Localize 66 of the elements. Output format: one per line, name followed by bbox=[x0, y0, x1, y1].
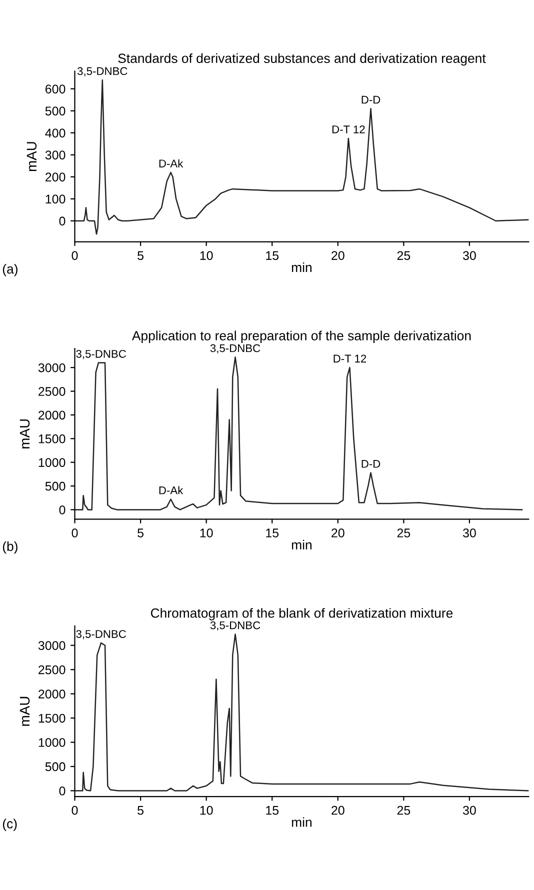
y-tick-label: 0 bbox=[59, 216, 66, 226]
annotation: 3,5-DNBC bbox=[210, 621, 260, 631]
y-tick-label: 100 bbox=[46, 194, 66, 204]
x-tick-label: 20 bbox=[332, 251, 344, 260]
x-tick-label: 0 bbox=[72, 528, 78, 538]
y-tick-label: 600 bbox=[46, 84, 66, 94]
x-tick-label: 30 bbox=[462, 251, 476, 260]
y-tick-label: 2500 bbox=[38, 387, 66, 396]
y-tick-label: 3000 bbox=[38, 641, 66, 650]
x-tick-label: 0 bbox=[72, 806, 78, 815]
y-tick-label: 1500 bbox=[38, 434, 66, 444]
y-axis-title: mAU bbox=[20, 696, 30, 726]
y-tick-label: 0 bbox=[59, 505, 66, 514]
chart-title: Application to real preparation of the sample derivatization bbox=[132, 330, 471, 343]
x-tick-label: 25 bbox=[397, 528, 410, 538]
annotation: D-Ak bbox=[159, 486, 184, 494]
chart-title: Chromatogram of the blank of derivatization mixture bbox=[150, 608, 453, 620]
text: (c) bbox=[2, 818, 17, 832]
x-tick-label: 15 bbox=[266, 251, 279, 260]
text: (a) bbox=[2, 264, 18, 276]
line-series bbox=[74, 79, 529, 235]
y-tick-label: 1500 bbox=[38, 714, 66, 723]
y-tick-label: 2000 bbox=[38, 690, 66, 698]
y-tick-label: 200 bbox=[46, 172, 66, 182]
y-tick-label: 500 bbox=[45, 762, 66, 772]
annotation: D-Ak bbox=[159, 159, 184, 168]
x-tick-label: 25 bbox=[397, 251, 410, 260]
x-tick-label: 25 bbox=[397, 806, 410, 815]
y-axis-title: mAU bbox=[26, 142, 37, 171]
y-tick-label: 3000 bbox=[38, 363, 66, 372]
annotation: 3,5-DNBC bbox=[76, 350, 126, 360]
x-tick-label: 30 bbox=[462, 806, 476, 815]
chart-title: Standards of derivatized substances and derivatization reagent bbox=[118, 53, 486, 66]
x-axis-title: min bbox=[292, 262, 312, 272]
x-tick-label: 10 bbox=[200, 528, 213, 538]
annotation: 3,5-DNBC bbox=[76, 630, 126, 640]
x-tick-label: 5 bbox=[138, 806, 144, 815]
x-axis-title: min bbox=[292, 817, 312, 827]
annotation: D-T 12 bbox=[332, 125, 365, 134]
text: (b) bbox=[2, 541, 18, 554]
x-tick-label: 20 bbox=[332, 806, 344, 815]
x-tick-label: 30 bbox=[462, 528, 476, 538]
x-tick-label: 5 bbox=[138, 528, 144, 538]
y-tick-label: 2000 bbox=[38, 410, 66, 420]
x-axis-title: min bbox=[292, 540, 312, 550]
x-tick-label: 15 bbox=[266, 528, 279, 538]
annotation: D-D bbox=[362, 460, 380, 468]
y-tick-label: 0 bbox=[59, 786, 66, 796]
y-tick-label: 400 bbox=[45, 128, 66, 138]
x-tick-label: 20 bbox=[332, 528, 344, 538]
y-tick-label: 2500 bbox=[38, 665, 66, 674]
x-tick-label: 10 bbox=[200, 251, 213, 260]
y-tick-label: 300 bbox=[45, 150, 66, 160]
x-tick-label: 10 bbox=[200, 806, 213, 815]
x-tick-label: 5 bbox=[138, 251, 144, 260]
annotation: 3,5-DNBC bbox=[210, 344, 260, 354]
annotation: D-D bbox=[362, 96, 380, 104]
x-tick-label: 0 bbox=[72, 251, 78, 260]
annotation: 3,5-DNBC bbox=[78, 67, 128, 76]
y-tick-label: 1000 bbox=[38, 458, 66, 467]
x-tick-label: 15 bbox=[266, 806, 279, 815]
annotation: D-T 12 bbox=[334, 354, 366, 362]
y-tick-label: 500 bbox=[45, 106, 66, 116]
y-tick-label: 500 bbox=[45, 482, 66, 491]
y-tick-label: 1000 bbox=[38, 738, 66, 747]
y-axis-title: mAU bbox=[20, 420, 30, 448]
